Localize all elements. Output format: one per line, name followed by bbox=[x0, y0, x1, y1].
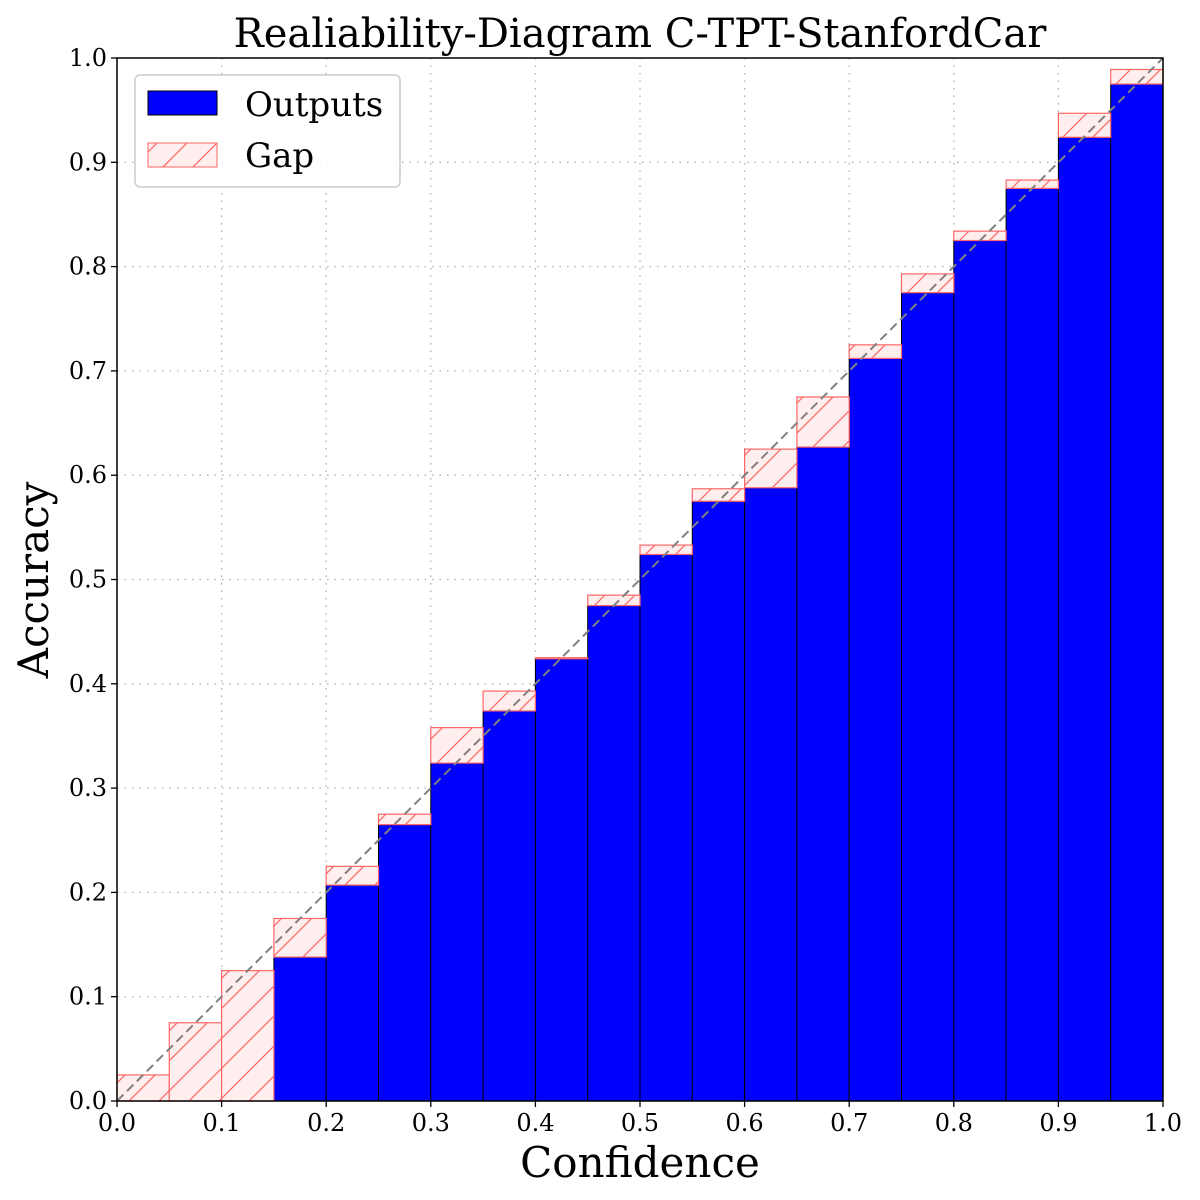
x-tick-label: 0.8 bbox=[935, 1109, 973, 1137]
x-tick-label: 0.4 bbox=[516, 1109, 554, 1137]
outputs-bar bbox=[796, 446, 850, 1102]
gap-bar bbox=[116, 1074, 170, 1102]
plot-area: 0.0 0.1 0.2 0.3 0.4 0.5 0.6 0.7 0.8 0.9 1.0 0.0 0.1… bbox=[69, 44, 1182, 1137]
legend-swatch-outputs bbox=[147, 90, 218, 116]
chart-title: Realiability-Diagram C-TPT-StanfordCar bbox=[234, 11, 1048, 57]
gap-bar-hatch bbox=[116, 1074, 170, 1102]
x-tick-label: 0.6 bbox=[726, 1109, 764, 1137]
gap-bar bbox=[430, 727, 484, 764]
gap-bar-hatch bbox=[587, 594, 641, 607]
gap-bar-hatch bbox=[743, 448, 798, 489]
gap-bar-hatch bbox=[325, 865, 380, 886]
x-tick-label: 0.2 bbox=[307, 1109, 345, 1137]
outputs-bar bbox=[901, 292, 955, 1102]
outputs-bar bbox=[744, 487, 798, 1102]
legend-label-gap: Gap bbox=[245, 136, 314, 176]
legend-label-outputs: Outputs bbox=[245, 85, 383, 125]
x-tick-label: 1.0 bbox=[1144, 1109, 1182, 1137]
outputs-bar bbox=[848, 357, 903, 1102]
y-tick-label: 1.0 bbox=[69, 44, 107, 72]
gap-bar-hatch bbox=[377, 813, 432, 826]
outputs-bar bbox=[1057, 136, 1112, 1102]
gap-bar bbox=[743, 448, 798, 489]
gap-bar bbox=[900, 273, 955, 294]
y-tick-label: 0.2 bbox=[69, 878, 107, 906]
outputs-bar bbox=[273, 956, 327, 1102]
x-tick-label: 0.7 bbox=[830, 1109, 868, 1137]
outputs-bar bbox=[1005, 187, 1059, 1102]
x-tick-label: 0.9 bbox=[1039, 1109, 1077, 1137]
gap-bar bbox=[1110, 68, 1164, 85]
gap-bar bbox=[691, 488, 746, 502]
gap-bar bbox=[848, 344, 903, 359]
x-axis-ticks: 0.0 0.1 0.2 0.3 0.4 0.5 0.6 0.7 0.8 0.9 1.0 bbox=[98, 1101, 1182, 1137]
gap-bar bbox=[377, 813, 432, 826]
y-tick-label: 0.4 bbox=[69, 670, 107, 698]
legend: Outputs Gap bbox=[134, 74, 401, 188]
y-tick-label: 0.1 bbox=[69, 983, 107, 1011]
gap-bar-hatch bbox=[900, 273, 955, 294]
gap-bar-hatch bbox=[168, 1022, 223, 1102]
gap-bar bbox=[273, 917, 327, 958]
gap-bar bbox=[482, 690, 537, 712]
outputs-bar bbox=[378, 824, 432, 1102]
outputs-bar bbox=[482, 710, 536, 1102]
y-tick-label: 0.9 bbox=[69, 148, 107, 176]
gap-bar-hatch bbox=[221, 970, 275, 1102]
gap-bar-hatch bbox=[848, 344, 903, 359]
y-tick-label: 0.8 bbox=[69, 253, 107, 281]
outputs-bar bbox=[430, 762, 484, 1102]
gap-bar-hatch bbox=[534, 657, 589, 660]
gap-bar-hatch bbox=[1110, 68, 1164, 85]
y-tick-label: 0.5 bbox=[69, 566, 107, 594]
y-axis-ticks: 0.0 0.1 0.2 0.3 0.4 0.5 0.6 0.7 0.8 0.9 1.0 bbox=[69, 44, 117, 1115]
outputs-bar bbox=[639, 553, 693, 1102]
x-tick-label: 0.5 bbox=[621, 1109, 659, 1137]
outputs-bar bbox=[325, 884, 380, 1102]
x-axis-label: Confidence bbox=[520, 1138, 760, 1187]
gap-bar bbox=[587, 594, 641, 607]
x-tick-label: 0.3 bbox=[412, 1109, 450, 1137]
outputs-bar bbox=[953, 240, 1007, 1102]
y-tick-label: 0.6 bbox=[69, 461, 107, 489]
gap-bar-hatch bbox=[691, 488, 746, 502]
y-axis-label: Accuracy bbox=[9, 481, 58, 679]
gap-bar bbox=[325, 865, 380, 886]
y-tick-label: 0.0 bbox=[69, 1087, 107, 1115]
x-tick-label: 0.1 bbox=[203, 1109, 241, 1137]
outputs-bar bbox=[587, 605, 641, 1102]
legend-swatch-gap bbox=[147, 142, 218, 168]
outputs-series bbox=[273, 83, 1164, 1102]
perfect-calibration-line bbox=[116, 57, 1164, 1102]
outputs-bar bbox=[534, 658, 589, 1102]
outputs-bar bbox=[1110, 83, 1164, 1102]
gap-bar bbox=[796, 396, 850, 448]
gap-series bbox=[116, 68, 1164, 1102]
gap-bar bbox=[221, 970, 275, 1102]
gap-bar-hatch bbox=[482, 690, 537, 712]
y-tick-label: 0.7 bbox=[69, 357, 107, 385]
outputs-bar bbox=[691, 500, 746, 1102]
gap-bar-hatch bbox=[430, 727, 484, 764]
gap-bar bbox=[534, 657, 589, 660]
gap-bar-hatch bbox=[796, 396, 850, 448]
x-tick-label: 0.0 bbox=[98, 1109, 136, 1137]
gap-bar-hatch bbox=[273, 917, 327, 958]
gap-bar bbox=[168, 1022, 223, 1102]
y-tick-label: 0.3 bbox=[69, 774, 107, 802]
